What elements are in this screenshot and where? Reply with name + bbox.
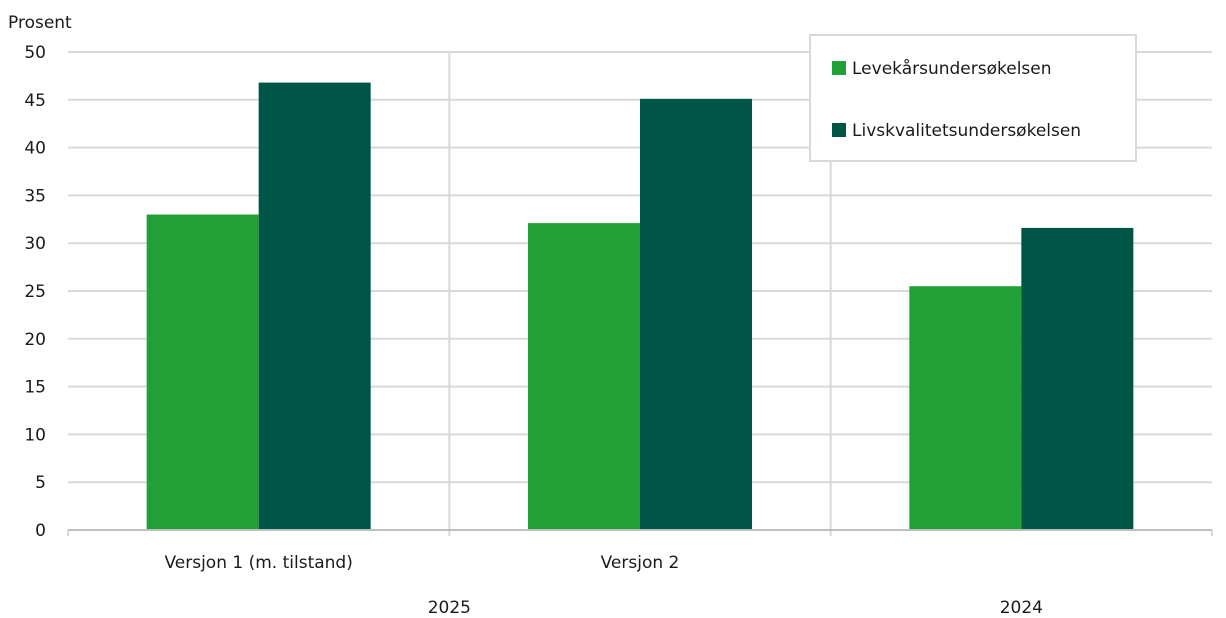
bar [528,223,640,530]
bar [909,286,1022,530]
y-tick-label: 40 [24,139,46,159]
bar [640,98,752,531]
y-tick-label: 50 [24,43,46,63]
y-tick-label: 5 [35,473,46,493]
legend-box [809,34,1137,162]
y-tick-label: 35 [24,186,46,206]
y-tick-label: 30 [24,234,46,254]
y-tick-label: 20 [24,330,46,350]
legend-swatch [832,123,846,137]
legend-label: Livskvalitetsundersøkelsen [852,121,1081,141]
legend: Levekårsundersøkelsen Livskvalitetsunder… [809,34,1137,162]
bar [1021,227,1134,531]
x-group-label: 2025 [428,598,471,618]
y-tick-label: 10 [24,425,46,445]
bar [258,82,371,530]
y-tick-label: 45 [24,91,46,111]
x-category-label: Versjon 1 (m. tilstand) [164,553,352,573]
y-tick-label: 25 [24,282,46,302]
legend-swatch [832,61,846,75]
legend-label: Levekårsundersøkelsen [852,58,1052,79]
y-axis-unit-label: Prosent [8,13,72,33]
y-tick-label: 0 [35,521,46,541]
x-category-label: Versjon 2 [601,553,680,573]
x-group-label: 2024 [1000,598,1043,618]
bar [146,214,259,530]
y-tick-label: 15 [24,378,46,398]
bars [146,82,1134,531]
